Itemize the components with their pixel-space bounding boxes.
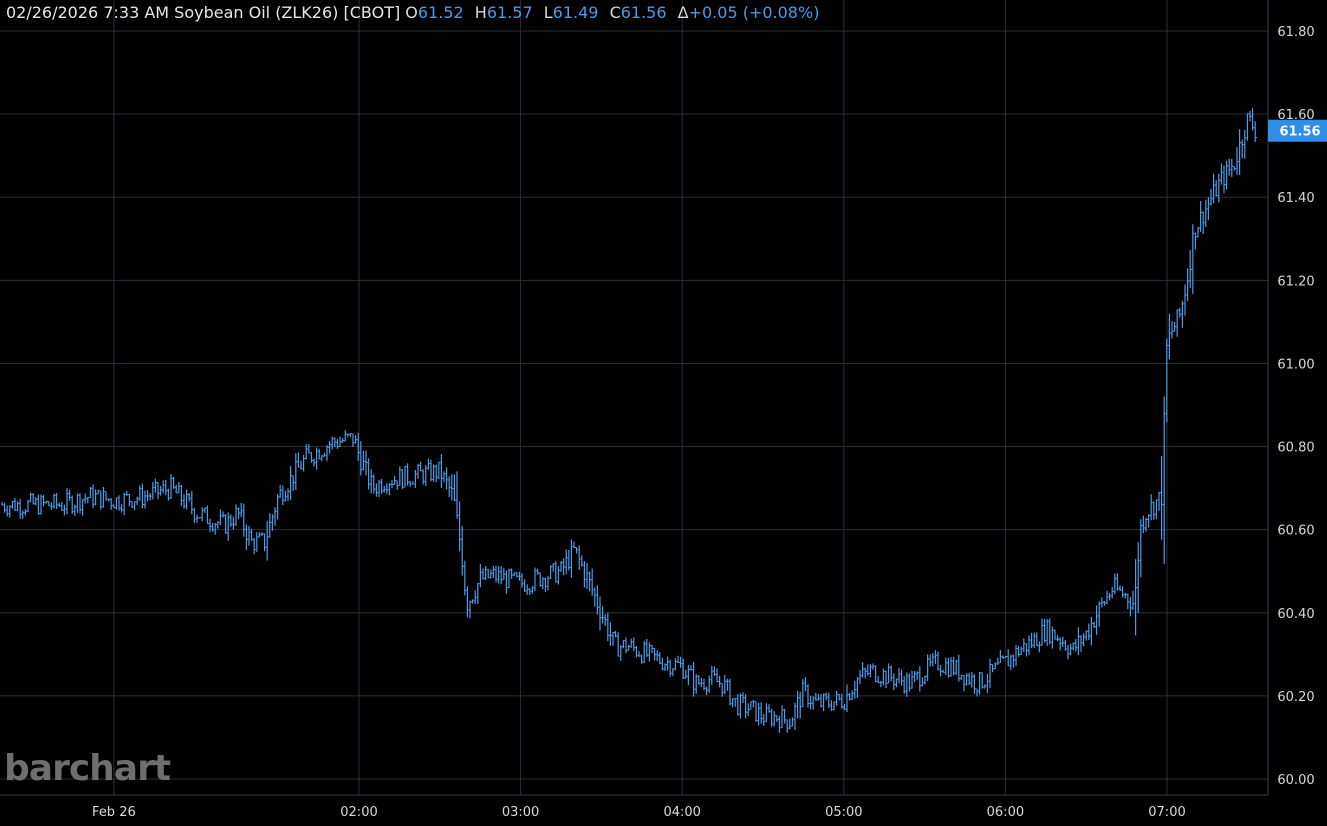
change-label: Δ <box>677 3 689 22</box>
time-axis: Feb 26 02:00 03:00 04:00 05:00 06:00 07:00 <box>0 794 1268 820</box>
low-label: L <box>543 3 553 22</box>
time-tick-label: Feb 26 <box>92 805 136 820</box>
chart-grid <box>0 0 1268 795</box>
quote-header: 02/26/2026 7:33 AM Soybean Oil (ZLK26) [… <box>6 3 825 22</box>
barchart-watermark: barchart <box>4 748 171 789</box>
high-label: H <box>474 3 487 22</box>
change-value: +0.05 (+0.08%) <box>688 3 820 22</box>
price-tick-label: 61.20 <box>1277 274 1314 289</box>
time-tick-label: 03:00 <box>502 805 539 820</box>
price-axis: 60.00 60.20 60.40 60.60 60.80 61.00 61.20 61.40… <box>1267 0 1315 795</box>
price-series <box>1 108 1258 733</box>
last-price-badge: 61.56 <box>1268 119 1327 142</box>
time-tick-label: 04:00 <box>663 805 700 820</box>
price-tick-label: 61.40 <box>1277 191 1314 206</box>
quote-date: 02/26/2026 <box>6 3 99 22</box>
close-label: C <box>609 3 621 22</box>
price-tick-label: 61.00 <box>1277 357 1314 372</box>
price-tick-label: 60.80 <box>1277 441 1314 456</box>
instrument-name: Soybean Oil (ZLK26) [CBOT] <box>174 3 401 22</box>
price-tick-label: 61.60 <box>1277 108 1314 123</box>
open-value: 61.52 <box>417 3 464 22</box>
last-price-badge-label: 61.56 <box>1279 125 1320 140</box>
last-price-badge-bg <box>1268 119 1327 142</box>
price-tick-label: 60.20 <box>1277 690 1314 705</box>
time-tick-label: 06:00 <box>987 805 1024 820</box>
price-tick-label: 60.00 <box>1277 773 1314 788</box>
time-tick-label: 05:00 <box>825 805 862 820</box>
low-value: 61.49 <box>552 3 599 22</box>
quote-time: 7:33 AM <box>103 3 170 22</box>
price-tick-label: 60.60 <box>1277 524 1314 539</box>
time-tick-label: 07:00 <box>1148 805 1185 820</box>
price-tick-label: 60.40 <box>1277 607 1314 622</box>
price-tick-label: 61.80 <box>1277 25 1314 40</box>
high-value: 61.57 <box>486 3 533 22</box>
open-label: O <box>405 3 418 22</box>
time-tick-label: 02:00 <box>340 805 377 820</box>
close-value: 61.56 <box>620 3 667 22</box>
